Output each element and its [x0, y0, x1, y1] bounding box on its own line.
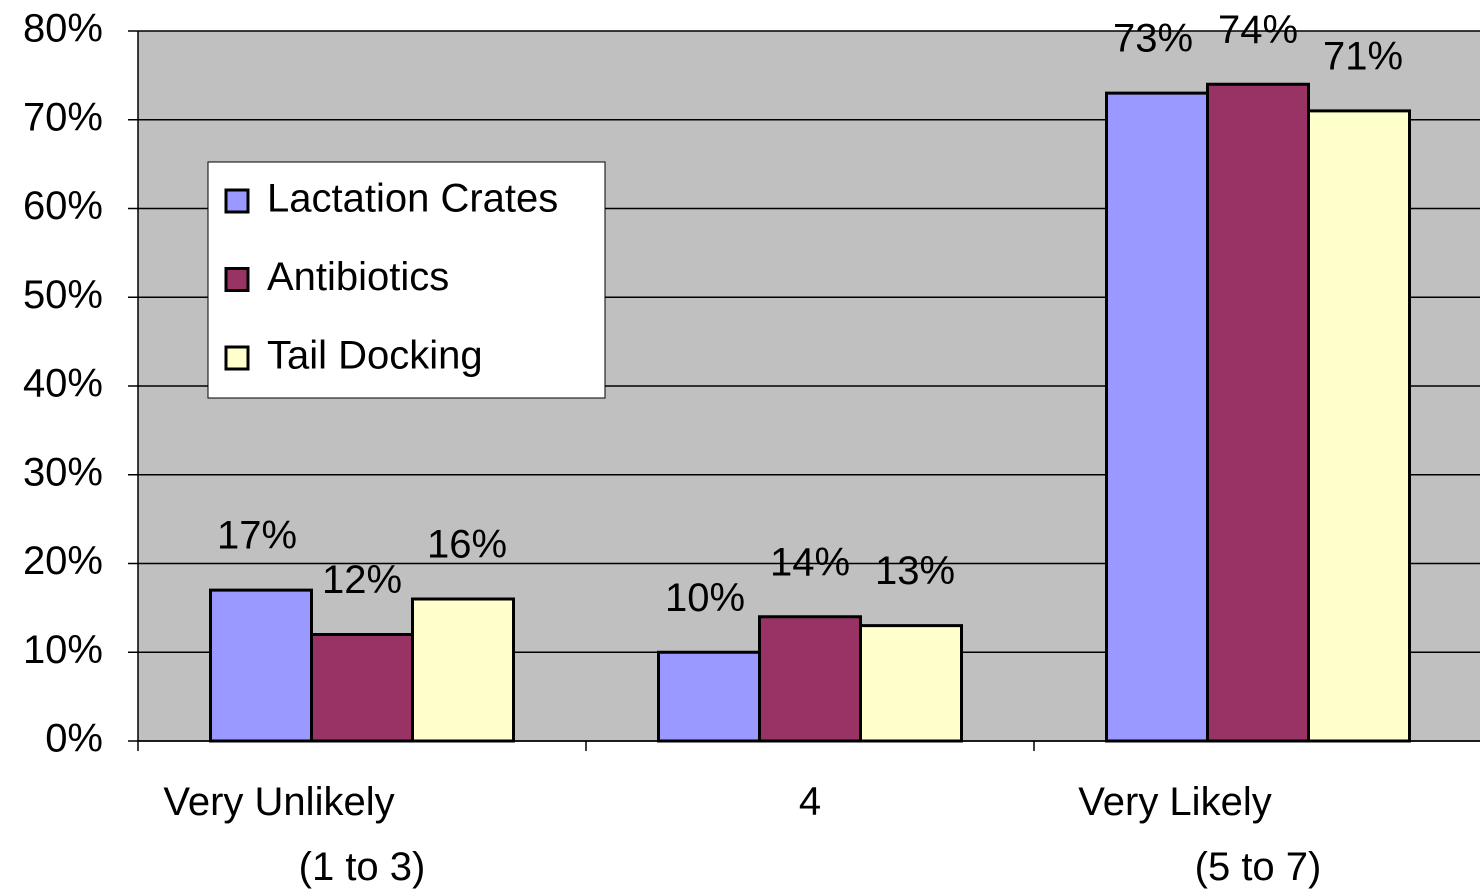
data-label: 13% [875, 549, 955, 593]
x-tick-label: Very Likely (5 to 7) [1078, 780, 1321, 889]
data-label: 12% [322, 558, 402, 602]
bar [859, 624, 963, 743]
y-tick-label: 60% [23, 184, 103, 228]
legend-swatch [224, 345, 250, 371]
legend [207, 161, 606, 399]
data-label: 74% [1218, 8, 1298, 52]
y-tick-label: 40% [23, 362, 103, 406]
data-label: 71% [1323, 34, 1403, 78]
bar [1206, 82, 1310, 743]
data-label: 73% [1113, 17, 1193, 61]
y-tick-label: 10% [23, 628, 103, 672]
data-label: 14% [770, 540, 850, 584]
legend-swatch [224, 267, 250, 292]
data-label: 10% [665, 576, 745, 620]
bar [411, 597, 515, 743]
y-tick-label: 70% [23, 95, 103, 139]
y-tick-label: 0% [45, 717, 103, 761]
bar [657, 650, 761, 743]
legend-label: Lactation Crates [267, 177, 558, 221]
bar [310, 633, 414, 743]
x-tick-label: Very Unlikely (1 to 3) [163, 780, 425, 889]
y-tick-label: 50% [23, 273, 103, 317]
bar [209, 588, 313, 743]
bar [1307, 109, 1411, 743]
y-tick-label: 80% [23, 7, 103, 51]
data-label: 16% [427, 523, 507, 567]
legend-label: Antibiotics [267, 255, 449, 299]
x-tick-label: 4 [799, 780, 821, 824]
y-tick-label: 20% [23, 539, 103, 583]
legend-label: Tail Docking [267, 334, 483, 378]
y-tick-label: 30% [23, 450, 103, 494]
legend-swatch [224, 188, 250, 214]
bar [1105, 91, 1209, 743]
data-label: 17% [217, 514, 297, 558]
bar [758, 615, 862, 743]
